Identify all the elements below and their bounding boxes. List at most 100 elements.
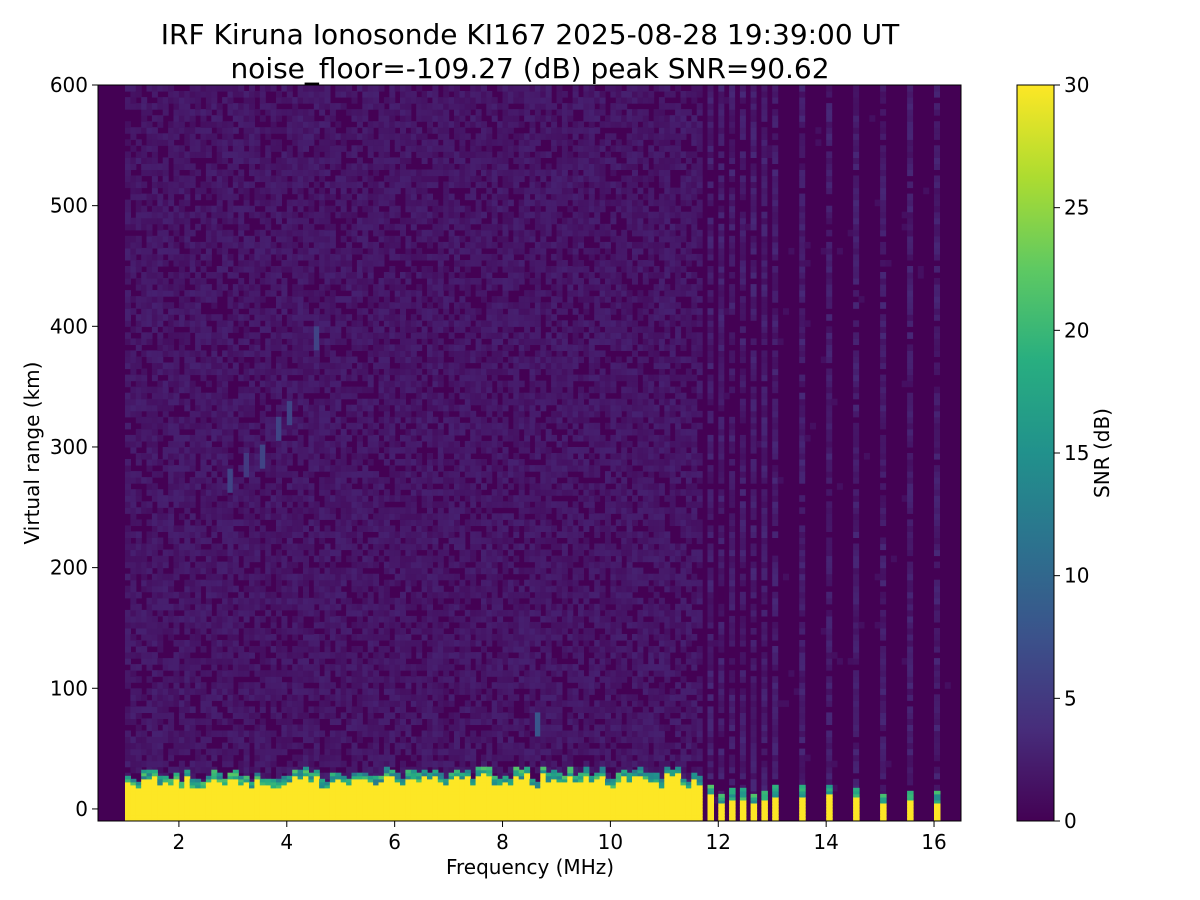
heatmap-cell	[276, 181, 282, 189]
heatmap-cell	[346, 356, 353, 364]
heatmap-cell	[281, 742, 288, 750]
heatmap-cell	[313, 211, 320, 219]
heatmap-cell	[168, 187, 175, 195]
heatmap-cell	[292, 169, 299, 177]
heatmap-cell	[313, 380, 320, 388]
heatmap-cell	[427, 103, 433, 110]
heatmap-cell	[427, 760, 433, 768]
heatmap-cell	[130, 410, 137, 418]
heatmap-cell	[222, 507, 229, 514]
heatmap-cell	[162, 103, 169, 110]
heatmap-cell	[265, 670, 272, 677]
heatmap-cell	[276, 211, 282, 219]
heatmap-cell	[276, 640, 282, 647]
heatmap-cell	[178, 175, 185, 183]
heatmap-cell	[432, 658, 439, 665]
heatmap-cell	[329, 139, 336, 146]
heatmap-cell	[427, 754, 433, 762]
heatmap-cell	[394, 646, 401, 653]
heatmap-cell	[373, 748, 380, 756]
heatmap-cell	[195, 447, 202, 454]
heatmap-cell	[205, 579, 212, 587]
heatmap-cell	[329, 579, 336, 587]
heatmap-cell	[362, 700, 369, 707]
heatmap-cell	[346, 489, 353, 496]
heatmap-cell	[346, 109, 353, 116]
heatmap-cell	[394, 495, 401, 502]
heatmap-cell	[168, 615, 175, 623]
heatmap-cell	[292, 525, 299, 532]
heatmap-cell	[238, 724, 245, 732]
heatmap-cell	[141, 374, 148, 382]
heatmap-cell	[319, 772, 326, 780]
heatmap-cell	[303, 115, 309, 122]
heatmap-cell	[286, 157, 293, 164]
heatmap-cell	[394, 676, 401, 683]
heatmap-cell	[286, 453, 293, 460]
heatmap-cell	[319, 109, 326, 116]
heatmap-cell	[427, 284, 433, 291]
heatmap-cell	[184, 404, 191, 412]
heatmap-cell	[319, 302, 326, 309]
heatmap-cell	[265, 380, 272, 388]
heatmap-cell	[389, 549, 396, 557]
heatmap-cell	[297, 495, 304, 502]
heatmap-cell	[173, 531, 180, 538]
heatmap-cell	[265, 85, 272, 92]
heatmap-cell	[394, 489, 401, 496]
heatmap-cell	[173, 694, 180, 701]
heatmap-cell	[313, 145, 320, 152]
heatmap-cell	[162, 85, 169, 92]
heatmap-cell	[173, 440, 180, 448]
heatmap-cell	[410, 537, 417, 545]
heatmap-cell	[432, 380, 439, 388]
heatmap-cell	[238, 537, 245, 545]
heatmap-cell	[276, 531, 282, 538]
heatmap-cell	[227, 139, 234, 146]
heatmap-cell	[340, 338, 347, 345]
heatmap-cell	[432, 272, 439, 279]
heatmap-cell	[254, 356, 261, 364]
heatmap-cell	[383, 736, 390, 744]
heatmap-cell	[146, 615, 153, 623]
heatmap-cell	[265, 772, 272, 780]
heatmap-cell	[351, 368, 358, 376]
heatmap-cell	[184, 181, 191, 189]
heatmap-cell	[168, 223, 175, 231]
heatmap-cell	[421, 362, 428, 370]
heatmap-cell	[238, 465, 245, 472]
heatmap-cell	[421, 628, 428, 635]
heatmap-cell	[184, 664, 191, 671]
heatmap-cell	[265, 676, 272, 683]
heatmap-cell	[125, 525, 131, 532]
heatmap-cell	[146, 139, 153, 146]
heatmap-cell	[362, 344, 369, 351]
heatmap-cell	[427, 513, 433, 520]
heatmap-cell	[340, 471, 347, 478]
heatmap-cell	[432, 115, 439, 122]
heatmap-cell	[405, 115, 412, 122]
heatmap-cell	[211, 211, 218, 219]
heatmap-cell	[292, 380, 299, 388]
heatmap-cell	[389, 163, 396, 170]
heatmap-cell	[249, 531, 255, 538]
heatmap-cell	[157, 296, 164, 303]
heatmap-cell	[216, 453, 223, 460]
heatmap-cell	[205, 718, 212, 725]
heatmap-cell	[130, 374, 137, 382]
heatmap-cell	[303, 235, 309, 243]
heatmap-cell	[303, 308, 309, 315]
heatmap-cell	[410, 266, 417, 273]
heatmap-cell	[340, 91, 347, 98]
heatmap-cell	[362, 465, 369, 472]
heatmap-cell	[173, 205, 180, 213]
heatmap-cell	[292, 682, 299, 689]
heatmap-cell	[362, 404, 369, 412]
heatmap-cell	[243, 133, 250, 140]
heatmap-cell	[335, 163, 342, 170]
heatmap-cell	[276, 736, 282, 744]
heatmap-cell	[281, 531, 288, 538]
heatmap-cell	[373, 169, 380, 177]
heatmap-cell	[157, 730, 164, 738]
heatmap-cell	[238, 766, 245, 774]
